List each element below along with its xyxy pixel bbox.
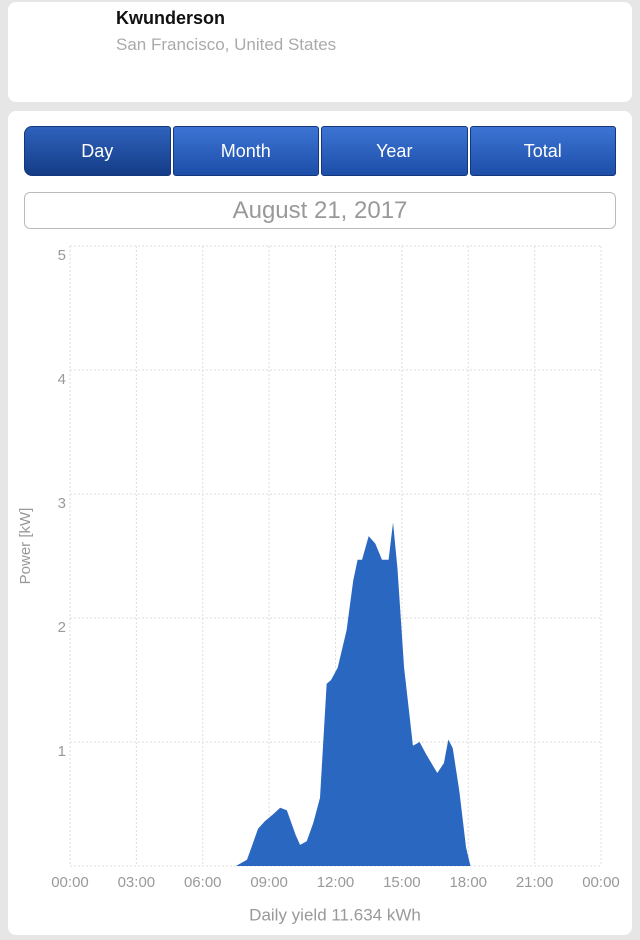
x-tick-label: 09:00 <box>250 874 288 891</box>
x-tick-label: 06:00 <box>184 874 222 891</box>
x-tick-label: 12:00 <box>317 874 355 891</box>
x-tick-label: 15:00 <box>383 874 421 891</box>
x-tick-label: 00:00 <box>51 874 89 891</box>
main-card: Day Month Year Total August 21, 2017 <box>8 111 632 935</box>
x-tick-label: 00:00 <box>582 874 620 891</box>
tab[interactable]: Total <box>469 126 616 176</box>
x-tick-label: 03:00 <box>118 874 156 891</box>
header-card: Kwunderson San Francisco, United States <box>8 2 632 102</box>
date-picker[interactable]: August 21, 2017 <box>24 192 616 229</box>
y-tick-label: 3 <box>58 495 66 512</box>
tab[interactable]: Day <box>24 126 171 176</box>
area <box>235 522 471 866</box>
tab[interactable]: Month <box>172 126 319 176</box>
x-tick-label: 21:00 <box>516 874 554 891</box>
y-tick-label: 2 <box>58 619 66 636</box>
y-tick-label: 4 <box>58 371 66 388</box>
y-axis-label: Power [kW] <box>17 508 34 585</box>
user-name: Kwunderson <box>116 8 226 28</box>
footer: Daily yield 11.634 kWh <box>249 905 421 924</box>
y-tick-label: 5 <box>58 247 66 264</box>
x-tick-label: 18:00 <box>449 874 487 891</box>
tab-bar: Day Month Year Total <box>24 126 616 176</box>
tab[interactable]: Year <box>321 126 468 176</box>
location: San Francisco, United States <box>116 35 337 54</box>
y-tick-label: 1 <box>58 743 66 760</box>
